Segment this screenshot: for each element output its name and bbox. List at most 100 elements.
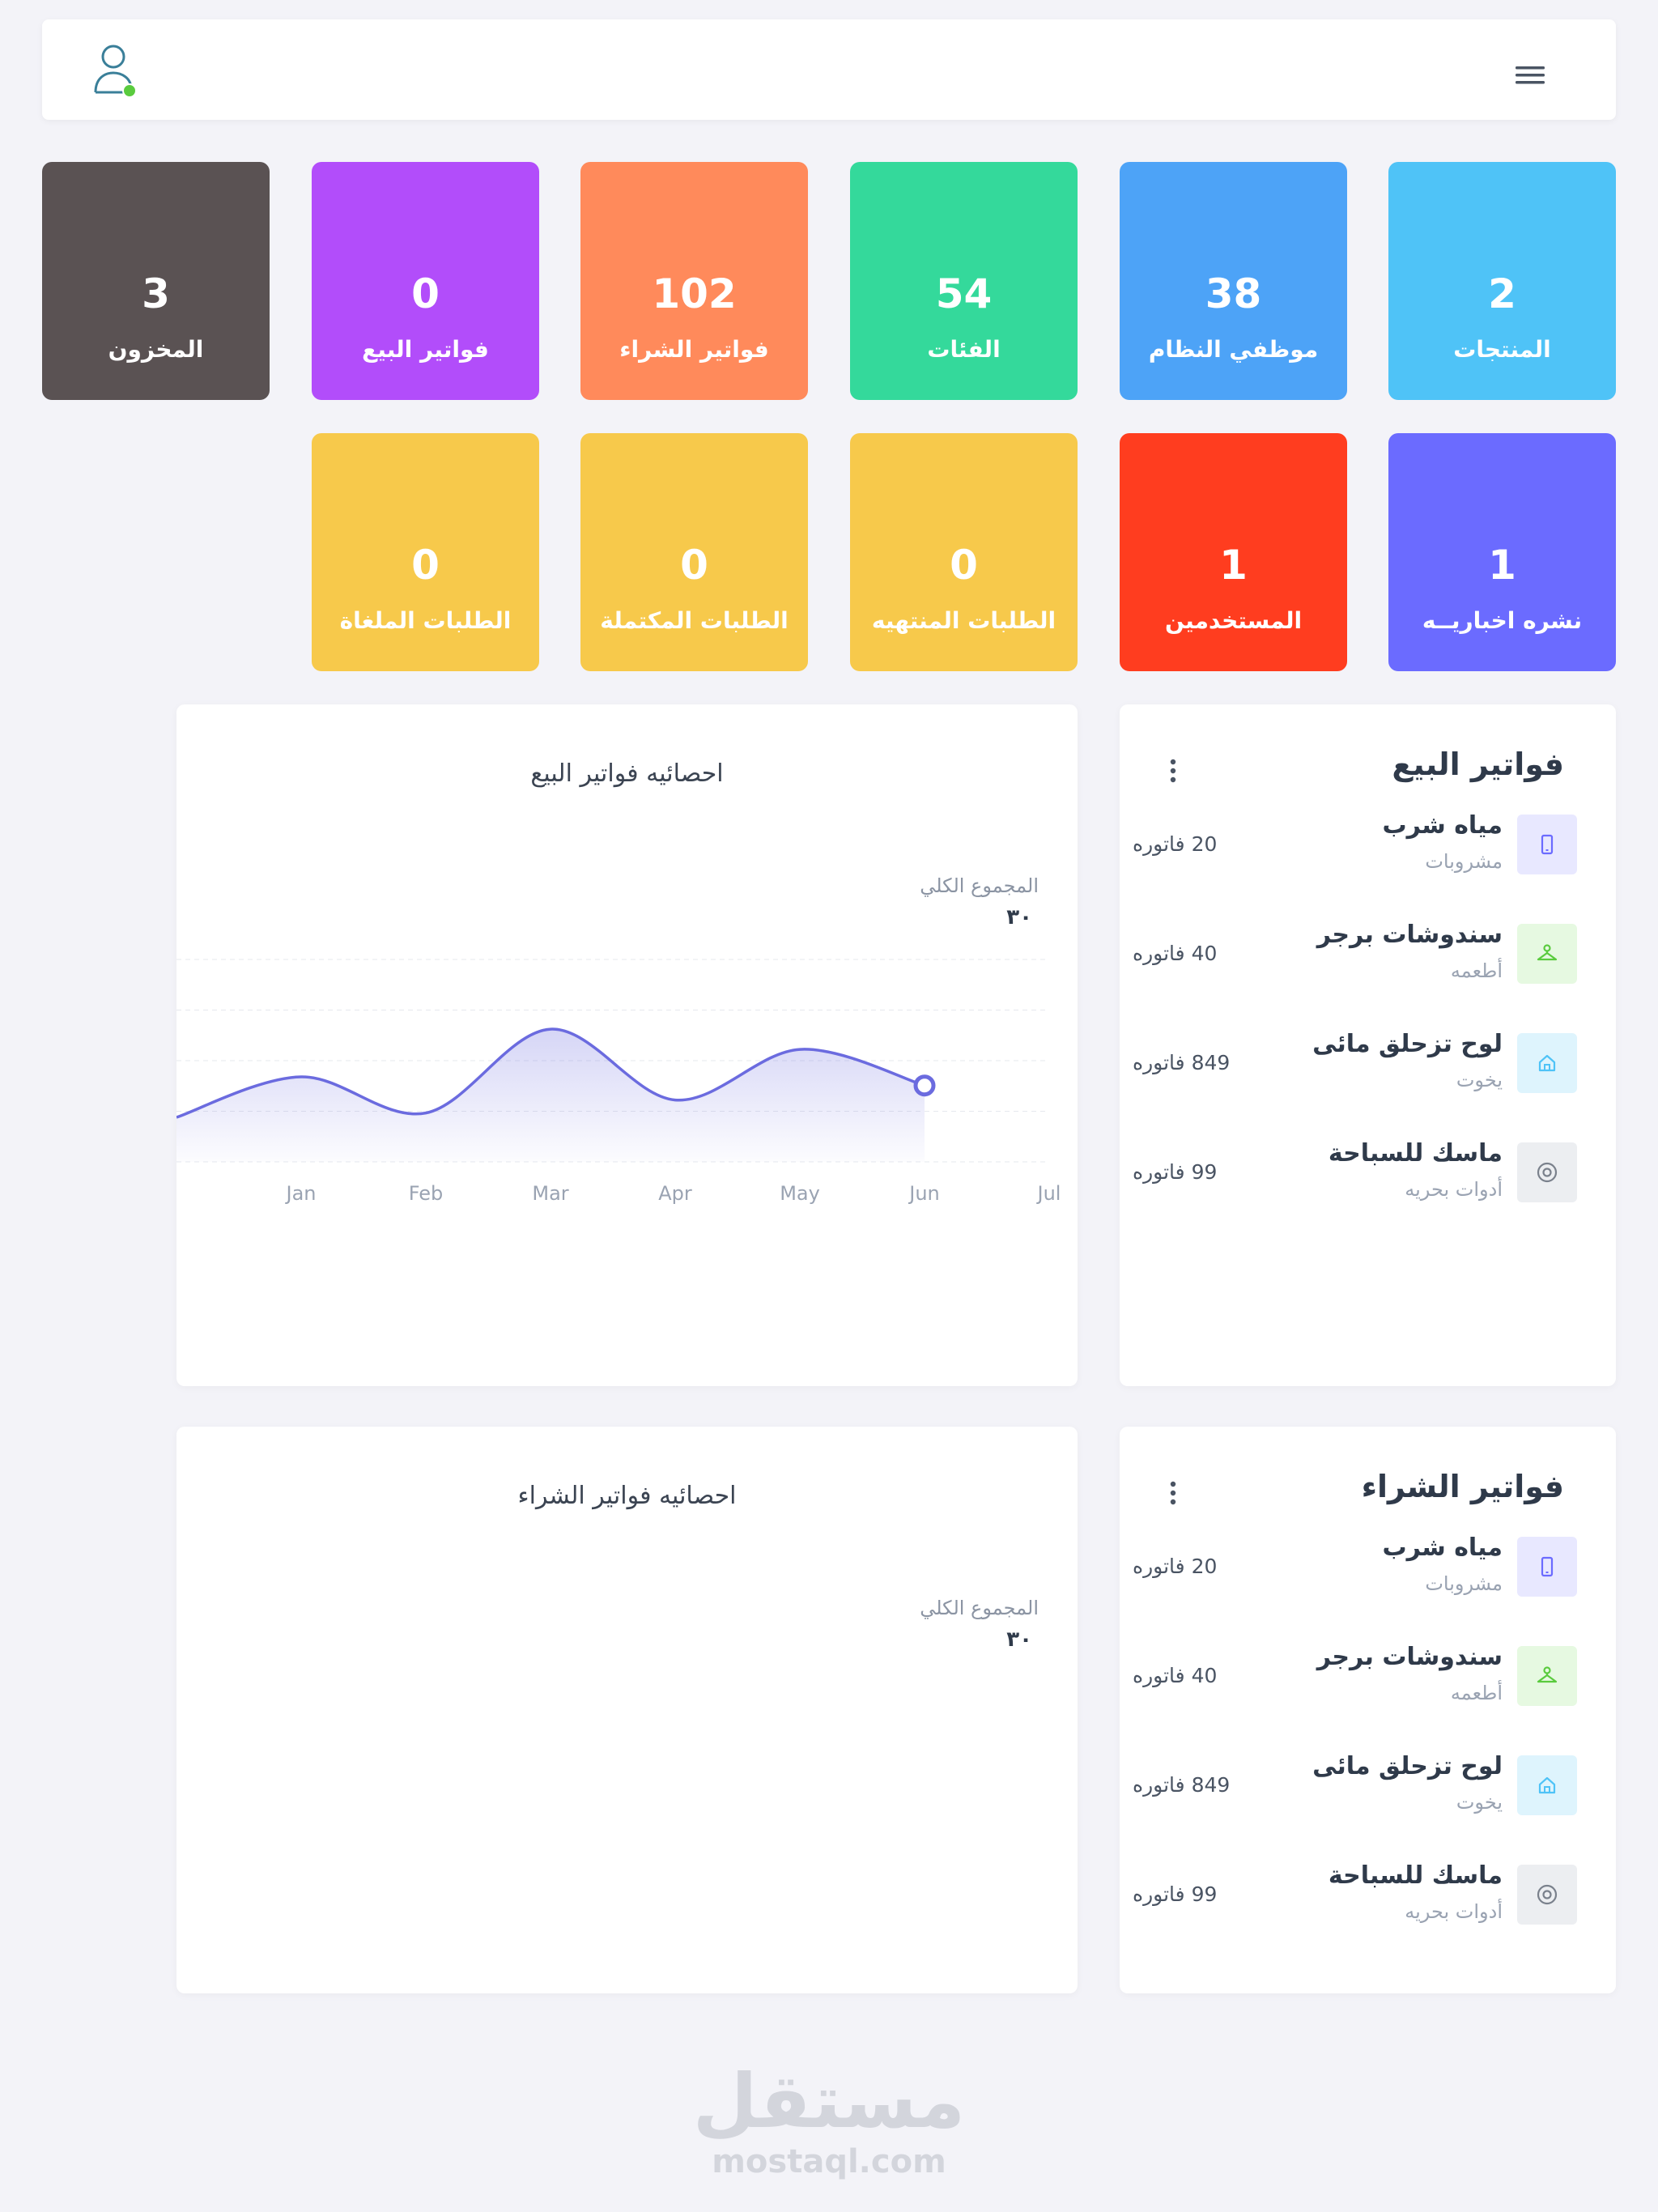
series-line [176, 1027, 925, 1119]
home-icon [1517, 1033, 1577, 1093]
stat-label: المستخدمين [1164, 607, 1303, 634]
item-name: مياه شرب [1382, 811, 1503, 840]
stat-value: 2 [1488, 270, 1516, 317]
user-avatar-icon[interactable] [87, 39, 152, 104]
stat-label: الطلبات الملغاة [339, 607, 512, 634]
home-icon [1517, 1755, 1577, 1815]
stat-card-finished-orders[interactable]: 0 الطلبات المنتهيه [850, 433, 1078, 671]
item-count: 99 فاتوره [1133, 1882, 1218, 1906]
x-tick-label: May [780, 1182, 820, 1205]
item-category: أطعمه [1450, 959, 1503, 982]
stat-value: 0 [950, 542, 978, 589]
list-item[interactable]: ماسك للسباحة أدوات بحريه 99 فاتوره [1120, 1858, 1616, 1955]
stat-card-purchase-invoices[interactable]: 102 فواتير الشراء [580, 162, 808, 400]
sales-invoices-panel: فواتير البيع مياه شرب مشروبات 20 فاتوره … [1120, 704, 1616, 1386]
stat-card-employees[interactable]: 38 موظفي النظام [1120, 162, 1347, 400]
item-category: أطعمه [1450, 1682, 1503, 1704]
item-name: ماسك للسباحة [1328, 1861, 1503, 1890]
stat-card-categories[interactable]: 54 الفئات [850, 162, 1078, 400]
panel-title: فواتير الشراء [1361, 1469, 1564, 1504]
list-item[interactable]: مياه شرب مشروبات 20 فاتوره [1120, 1530, 1616, 1627]
total-label: المجموع الكلي [920, 1597, 1039, 1619]
stat-value: 38 [1205, 270, 1262, 317]
item-category: مشروبات [1425, 850, 1503, 873]
stat-card-sales-invoices[interactable]: 0 فواتير البيع [312, 162, 539, 400]
purchase-invoices-panel: فواتير الشراء مياه شرب مشروبات 20 فاتوره… [1120, 1427, 1616, 1993]
item-name: سندوشات برجر [1316, 1643, 1503, 1671]
stat-label: المنتجات [1453, 336, 1551, 363]
stat-value: 0 [680, 542, 708, 589]
stat-value: 0 [411, 270, 440, 317]
stat-card-cancelled-orders[interactable]: 0 الطلبات الملغاة [312, 433, 539, 671]
stat-label: فواتير البيع [362, 336, 489, 363]
item-name: مياه شرب [1382, 1534, 1503, 1562]
item-count: 40 فاتوره [1133, 1664, 1218, 1687]
x-tick-label: Jun [908, 1182, 940, 1205]
total-value: ٣٠ [1006, 1627, 1032, 1652]
total-value: ٣٠ [1006, 905, 1032, 929]
stat-label: الطلبات المنتهيه [871, 607, 1056, 634]
x-tick-label: Jul [1036, 1182, 1061, 1205]
item-count: 40 فاتوره [1133, 942, 1218, 965]
item-name: ماسك للسباحة [1328, 1139, 1503, 1168]
stat-value: 0 [411, 542, 440, 589]
item-category: مشروبات [1425, 1572, 1503, 1595]
item-name: لوح تزحلق مائى [1312, 1752, 1503, 1780]
list-item[interactable]: سندوشات برجر أطعمه 40 فاتوره [1120, 1640, 1616, 1737]
stat-value: 102 [652, 270, 737, 317]
item-category: أدوات بحريه [1405, 1900, 1503, 1923]
watermark-latin: mostaql.com [712, 2143, 946, 2180]
hamburger-menu-icon[interactable] [1516, 63, 1545, 87]
more-vertical-icon[interactable] [1168, 1478, 1178, 1508]
chart-title: احصائيه فواتير البيع [530, 759, 724, 788]
item-count: 99 فاتوره [1133, 1160, 1218, 1184]
stat-label: نشره اخباريــه [1422, 607, 1583, 634]
item-count: 849 فاتوره [1133, 1051, 1231, 1074]
x-tick-label: Apr [658, 1182, 692, 1205]
x-tick-label: Feb [409, 1182, 444, 1205]
list-item[interactable]: مياه شرب مشروبات 20 فاتوره [1120, 808, 1616, 905]
total-label: المجموع الكلي [920, 874, 1039, 897]
item-category: يخوت [1456, 1791, 1503, 1814]
item-count: 849 فاتوره [1133, 1773, 1231, 1797]
stat-card-newsletter[interactable]: 1 نشره اخباريــه [1388, 433, 1616, 671]
list-item[interactable]: ماسك للسباحة أدوات بحريه 99 فاتوره [1120, 1136, 1616, 1233]
stat-label: الفئات [927, 336, 1001, 363]
stat-value: 3 [142, 270, 170, 317]
sales-chart-panel: احصائيه فواتير البيع المجموع الكلي ٣٠ Ja… [176, 704, 1078, 1386]
top-navbar [42, 19, 1616, 120]
list-item[interactable]: سندوشات برجر أطعمه 40 فاتوره [1120, 917, 1616, 1015]
chart-title: احصائيه فواتير الشراء [517, 1482, 737, 1510]
more-vertical-icon[interactable] [1168, 756, 1178, 785]
list-item[interactable]: لوح تزحلق مائى يخوت 849 فاتوره [1120, 1027, 1616, 1124]
stat-card-completed-orders[interactable]: 0 الطلبات المكتملة [580, 433, 808, 671]
x-tick-label: Jan [285, 1182, 317, 1205]
list-item[interactable]: لوح تزحلق مائى يخوت 849 فاتوره [1120, 1749, 1616, 1846]
item-name: سندوشات برجر [1316, 921, 1503, 949]
item-count: 20 فاتوره [1133, 1555, 1218, 1578]
stat-label: الطلبات المكتملة [600, 607, 789, 634]
stat-value: 1 [1488, 542, 1516, 589]
hanger-icon [1517, 924, 1577, 984]
hanger-icon [1517, 1646, 1577, 1706]
item-count: 20 فاتوره [1133, 832, 1218, 856]
watermark-arabic: مستقل [692, 2058, 966, 2145]
panel-title: فواتير البيع [1392, 747, 1564, 782]
item-category: يخوت [1456, 1069, 1503, 1091]
item-name: لوح تزحلق مائى [1312, 1030, 1503, 1058]
data-point[interactable] [913, 1074, 936, 1097]
stat-card-inventory[interactable]: 3 المخزون [42, 162, 270, 400]
stat-card-users[interactable]: 1 المستخدمين [1120, 433, 1347, 671]
watermark-logo: مستقل mostaql.com [0, 2065, 1658, 2180]
lifebuoy-icon [1517, 1865, 1577, 1925]
series-area [176, 1029, 925, 1162]
phone-icon [1517, 1537, 1577, 1597]
purchase-chart-panel: احصائيه فواتير الشراء المجموع الكلي ٣٠ [176, 1427, 1078, 1993]
stat-card-products[interactable]: 2 المنتجات [1388, 162, 1616, 400]
stat-label: المخزون [108, 336, 204, 363]
stat-value: 1 [1219, 542, 1248, 589]
stat-label: موظفي النظام [1148, 336, 1319, 363]
item-category: أدوات بحريه [1405, 1178, 1503, 1201]
x-tick-label: Mar [532, 1182, 568, 1205]
phone-icon [1517, 815, 1577, 874]
